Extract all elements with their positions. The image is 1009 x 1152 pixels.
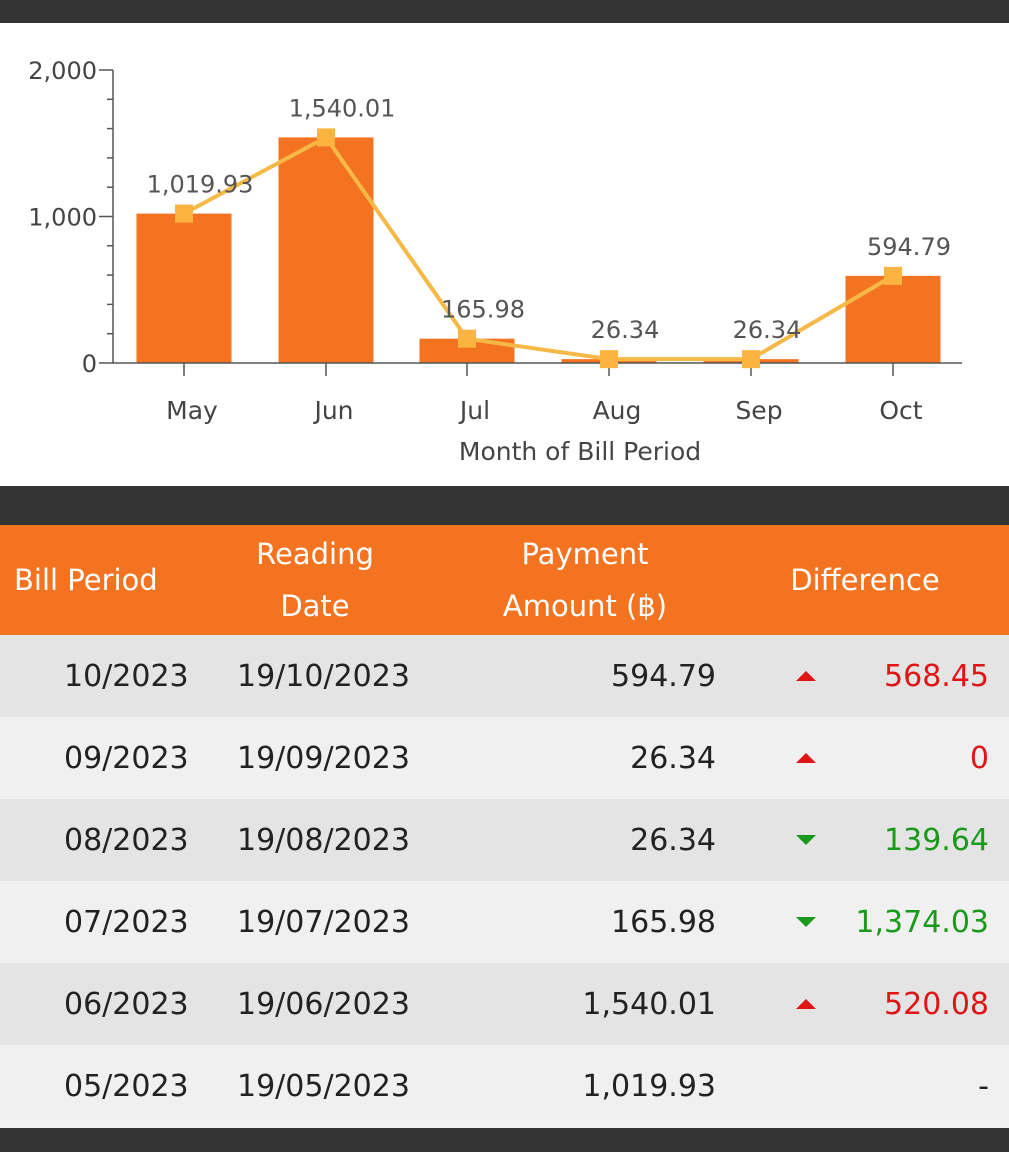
table-row[interactable]: 10/2023 19/10/2023 594.79 568.45 <box>0 635 1009 717</box>
payment-amount-cell: 165.98 <box>611 904 716 940</box>
x-tick-label-jul: Jul <box>458 396 490 425</box>
bar-oct <box>845 275 941 363</box>
payment-amount-cell: 26.34 <box>630 822 716 858</box>
x-tick-label-oct: Oct <box>879 396 922 425</box>
difference-cell: - <box>978 1069 989 1104</box>
difference-cell: 1,374.03 <box>855 904 989 940</box>
reading-date-cell: 19/05/2023 <box>237 1069 410 1104</box>
reading-date-cell: 19/10/2023 <box>237 658 410 694</box>
reading-date-cell: 19/09/2023 <box>237 740 410 776</box>
table-row[interactable]: 06/2023 19/06/2023 1,540.01 520.08 <box>0 963 1009 1045</box>
payment-amount-cell: 26.34 <box>630 740 716 776</box>
header-payment-amount: Payment Amount (฿) <box>502 537 668 623</box>
trend-arrow-up-icon <box>795 717 817 799</box>
header-bill-period: Bill Period <box>14 563 158 597</box>
reading-date-cell: 19/06/2023 <box>237 986 410 1022</box>
line-marker-jul <box>458 329 476 348</box>
line-marker-may <box>175 204 193 223</box>
header-difference: Difference <box>790 563 940 597</box>
top-status-bar <box>0 0 1009 23</box>
section-divider <box>0 486 1009 525</box>
reading-date-cell: 19/07/2023 <box>237 904 410 940</box>
table-row[interactable]: 09/2023 19/09/2023 26.34 0 <box>0 717 1009 799</box>
data-label-aug: 26.34 <box>591 316 660 344</box>
data-label-oct: 594.79 <box>867 233 951 261</box>
payment-amount-cell: 1,540.01 <box>582 986 716 1022</box>
line-marker-oct <box>884 266 902 285</box>
bill-period-cell: 05/2023 <box>64 1069 189 1104</box>
bar-may <box>136 213 232 363</box>
line-marker-jun <box>317 128 335 147</box>
bill-period-cell: 07/2023 <box>64 904 189 940</box>
bill-history-table: 10/2023 19/10/2023 594.79 568.45 09/2023… <box>0 635 1009 1128</box>
trend-arrow-down-icon <box>795 799 817 881</box>
payment-amount-cell: 1,019.93 <box>582 1069 716 1104</box>
bill-period-cell: 10/2023 <box>64 658 189 694</box>
payment-amount-cell: 594.79 <box>611 658 716 694</box>
bar-jun <box>278 137 374 363</box>
data-label-jun: 1,540.01 <box>289 94 396 122</box>
x-tick-label-may: May <box>166 396 218 425</box>
data-label-jul: 165.98 <box>441 296 525 324</box>
bill-period-cell: 09/2023 <box>64 740 189 776</box>
bill-period-cell: 08/2023 <box>64 822 189 858</box>
x-tick-label-aug: Aug <box>593 396 642 425</box>
difference-cell: 520.08 <box>884 986 989 1022</box>
table-row[interactable]: 08/2023 19/08/2023 26.34 139.64 <box>0 799 1009 881</box>
header-reading-date: Reading Date <box>256 537 374 623</box>
y-tick-label: 0 <box>82 350 97 378</box>
trend-arrow-down-icon <box>795 881 817 963</box>
bill-chart: 0 1,000 2,000 May Jun Jul Aug Sep Oct Month of Bi… <box>28 57 962 466</box>
table-header: Bill Period Reading Date Payment Amount … <box>0 525 1009 635</box>
line-marker-aug <box>600 350 618 369</box>
data-label-sep: 26.34 <box>733 316 802 344</box>
trend-arrow-up-icon <box>795 963 817 1045</box>
y-tick-label: 2,000 <box>28 57 97 85</box>
table-row[interactable]: 07/2023 19/07/2023 165.98 1,374.03 <box>0 881 1009 963</box>
bottom-navigation-bar <box>0 1128 1009 1152</box>
data-label-may: 1,019.93 <box>147 171 254 199</box>
x-tick-label-jun: Jun <box>312 396 353 425</box>
trend-line <box>183 135 895 362</box>
table-row[interactable]: 05/2023 19/05/2023 1,019.93 - <box>0 1045 1009 1128</box>
trend-arrow-up-icon <box>795 635 817 717</box>
bill-chart-panel: 0 1,000 2,000 May Jun Jul Aug Sep Oct Month of Bi… <box>0 23 1009 486</box>
difference-cell: 139.64 <box>884 822 989 858</box>
bill-period-cell: 06/2023 <box>64 986 189 1022</box>
difference-cell: 568.45 <box>884 658 989 694</box>
x-tick-label-sep: Sep <box>735 396 782 425</box>
line-marker-sep <box>742 350 760 369</box>
difference-cell: 0 <box>969 740 989 776</box>
x-axis-title: Month of Bill Period <box>459 437 701 466</box>
reading-date-cell: 19/08/2023 <box>237 822 410 858</box>
y-tick-label: 1,000 <box>28 204 97 232</box>
